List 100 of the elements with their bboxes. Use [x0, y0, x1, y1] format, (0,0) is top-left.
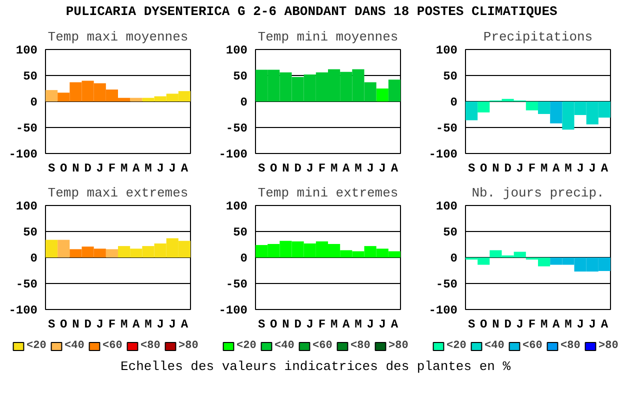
x-tick-label: A [342, 318, 351, 332]
x-tick-label: S [468, 318, 476, 332]
x-tick-label: A [600, 162, 609, 176]
y-tick-label: 0 [30, 96, 38, 110]
y-tick-label: 0 [450, 96, 458, 110]
x-tick-label: J [96, 318, 104, 332]
chart-title: Temp mini moyennes [258, 30, 398, 44]
x-tick-label: D [294, 318, 302, 332]
y-tick-label: 50 [443, 70, 458, 84]
x-tick-label: M [120, 162, 128, 176]
x-tick-label: J [96, 162, 104, 176]
x-tick-label: D [294, 162, 302, 176]
x-tick-label: J [588, 318, 596, 332]
x-tick-label: F [528, 318, 536, 332]
x-tick-label: M [144, 318, 152, 332]
legend-label: <20 [446, 340, 466, 352]
y-tick-label: 0 [240, 252, 248, 266]
x-tick-label: N [492, 162, 500, 176]
legend-label: <40 [274, 340, 294, 352]
y-tick-label: 50 [233, 70, 248, 84]
y-tick-label: 50 [23, 226, 38, 240]
bar [46, 90, 58, 102]
x-tick-label: A [342, 162, 351, 176]
bar [58, 240, 70, 258]
y-tick-label: -100 [428, 304, 458, 318]
y-tick-label: -50 [436, 122, 458, 136]
x-tick-label: A [390, 318, 399, 332]
x-tick-label: S [48, 162, 56, 176]
text: PULICARIA DYSENTERICA G 2-6 ABONDANT DANS 18 POSTES CLIMATIQUES [66, 4, 558, 19]
x-tick-label: N [282, 318, 290, 332]
x-tick-label: M [564, 318, 572, 332]
x-tick-label: J [588, 162, 596, 176]
y-tick-label: 100 [226, 44, 248, 58]
x-tick-label: J [378, 318, 386, 332]
legend-label: <20 [236, 340, 256, 352]
chart-title: Nb. jours precip. [472, 186, 604, 200]
x-tick-label: M [564, 162, 572, 176]
y-tick-label: -50 [226, 278, 248, 292]
x-tick-label: S [258, 162, 266, 176]
x-tick-label: F [528, 162, 536, 176]
x-tick-label: O [270, 162, 278, 176]
x-tick-label: D [504, 162, 512, 176]
x-tick-label: M [330, 162, 338, 176]
x-tick-label: J [378, 162, 386, 176]
x-tick-label: J [576, 162, 584, 176]
legend-label: >80 [598, 340, 618, 352]
x-tick-label: J [366, 162, 374, 176]
x-tick-label: A [600, 318, 609, 332]
text: Echelles des valeurs indicatrices des plantes en % [120, 359, 511, 374]
x-tick-label: O [60, 162, 68, 176]
y-tick-label: 100 [16, 44, 38, 58]
y-tick-label: 100 [436, 200, 458, 214]
legend-label: <60 [312, 340, 332, 352]
x-tick-label: J [516, 162, 524, 176]
y-tick-label: -100 [428, 148, 458, 162]
y-tick-label: -100 [8, 304, 38, 318]
chart-title: Precipitations [483, 30, 593, 44]
x-tick-label: N [72, 318, 80, 332]
x-tick-label: N [72, 162, 80, 176]
x-tick-label: D [84, 318, 92, 332]
y-tick-label: 100 [226, 200, 248, 214]
x-tick-label: D [84, 162, 92, 176]
bar [376, 88, 388, 102]
x-tick-label: A [180, 162, 189, 176]
x-tick-label: M [540, 162, 548, 176]
legend-label: >80 [388, 340, 408, 352]
x-tick-label: A [132, 318, 141, 332]
legend-label: >80 [178, 340, 198, 352]
x-tick-label: J [306, 318, 314, 332]
x-tick-label: A [390, 162, 399, 176]
y-tick-label: -100 [218, 148, 248, 162]
x-tick-label: M [354, 162, 362, 176]
x-tick-label: O [480, 162, 488, 176]
x-tick-label: O [60, 318, 68, 332]
x-tick-label: J [156, 162, 164, 176]
x-tick-label: O [270, 318, 278, 332]
y-tick-label: -50 [436, 278, 458, 292]
legend-label: <20 [26, 340, 46, 352]
x-tick-label: J [366, 318, 374, 332]
x-tick-label: M [120, 318, 128, 332]
chart-title: Temp maxi moyennes [48, 30, 188, 44]
y-tick-label: 50 [23, 70, 38, 84]
chart-title: Temp mini extremes [258, 186, 398, 200]
y-tick-label: 50 [443, 226, 458, 240]
x-tick-label: O [480, 318, 488, 332]
x-tick-label: F [318, 162, 326, 176]
y-tick-label: 100 [436, 44, 458, 58]
x-tick-label: S [258, 318, 266, 332]
y-tick-label: -100 [218, 304, 248, 318]
x-tick-label: F [108, 162, 116, 176]
y-tick-label: 0 [240, 96, 248, 110]
x-tick-label: M [330, 318, 338, 332]
x-tick-label: J [306, 162, 314, 176]
x-tick-label: M [540, 318, 548, 332]
y-tick-label: -100 [8, 148, 38, 162]
x-tick-label: J [156, 318, 164, 332]
x-tick-label: J [576, 318, 584, 332]
x-tick-label: J [168, 318, 176, 332]
bar [106, 249, 118, 258]
x-tick-label: A [552, 318, 561, 332]
